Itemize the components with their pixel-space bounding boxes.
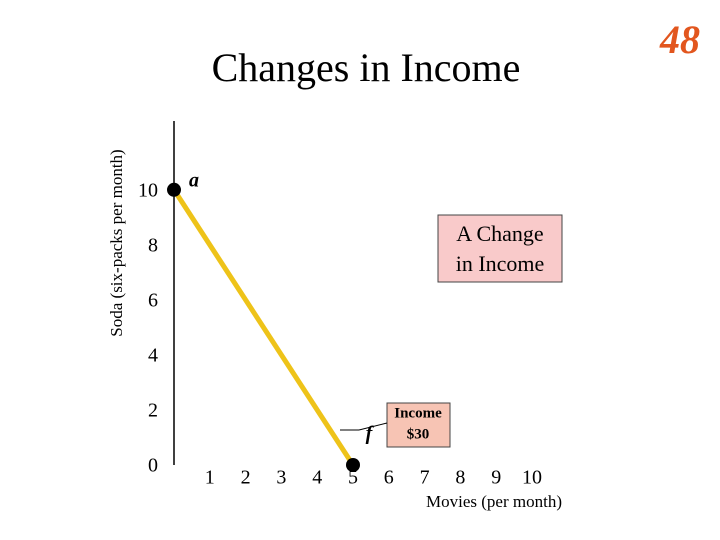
point — [167, 182, 181, 197]
y-tick-label: 10 — [138, 179, 158, 201]
x-tick-label: 2 — [241, 467, 251, 489]
x-tick-label: 3 — [276, 467, 286, 489]
x-tick-label: 4 — [312, 467, 322, 489]
y-axis-label: Soda (six-packs per month) — [107, 149, 126, 336]
annotation-text: Income — [394, 405, 442, 421]
chart-title: Changes in Income — [212, 45, 521, 90]
point-label: f — [366, 423, 375, 445]
point-label: a — [189, 169, 199, 191]
y-tick-label: 2 — [148, 400, 158, 422]
annotation-text: A Change — [456, 221, 543, 246]
y-tick-label: 6 — [148, 289, 158, 311]
x-tick-label: 1 — [205, 467, 215, 489]
point — [346, 458, 360, 472]
x-tick-label: 7 — [420, 467, 430, 489]
x-axis-label: Movies (per month) — [426, 492, 562, 511]
x-tick-label: 9 — [491, 467, 501, 489]
y-tick-label: 4 — [148, 345, 158, 367]
line — [171, 188, 356, 467]
x-tick-label: 10 — [522, 467, 542, 489]
leader-line — [358, 422, 388, 431]
x-tick-label: 8 — [455, 467, 465, 489]
y-tick-label: 0 — [148, 455, 158, 477]
y-tick-label: 8 — [148, 234, 158, 256]
page-number: 48 — [659, 17, 700, 62]
annotation-box — [386, 402, 451, 448]
x-tick-label: 6 — [384, 467, 394, 489]
annotation-box — [437, 214, 563, 283]
x-tick-label: 5 — [348, 467, 358, 489]
annotation-text: in Income — [456, 251, 545, 276]
annotation-text: $30 — [407, 426, 430, 442]
